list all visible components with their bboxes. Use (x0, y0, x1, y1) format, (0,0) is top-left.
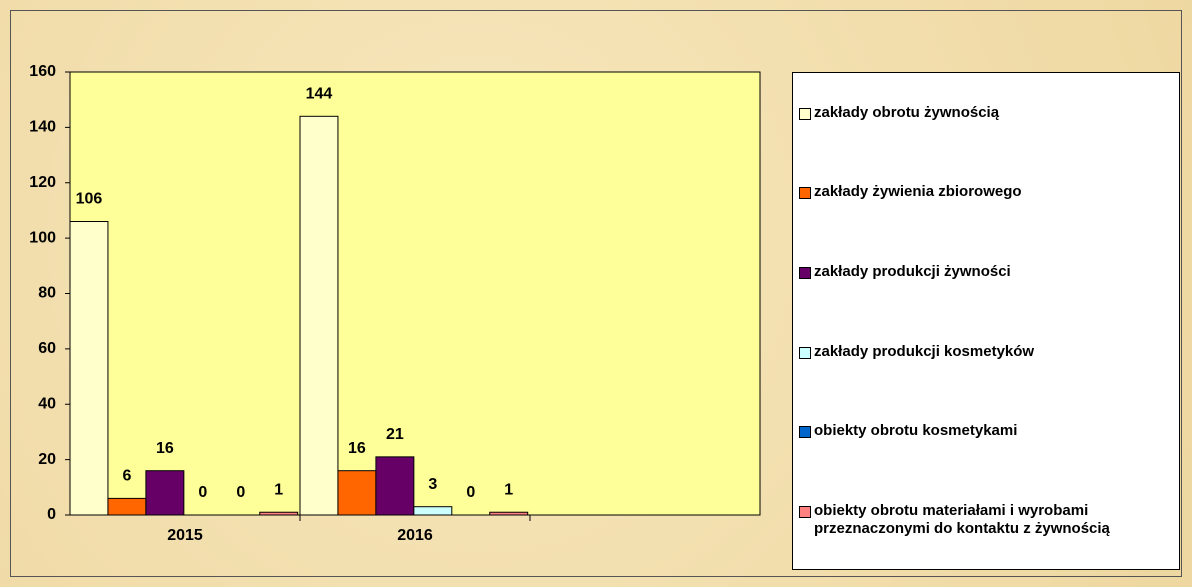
bar (299, 115, 339, 516)
data-label: 21 (386, 426, 404, 443)
bar (375, 456, 415, 516)
data-label: 3 (428, 476, 437, 493)
bar (145, 470, 185, 516)
legend-label: obiekty obrotu materiałami i wyrobami pr… (814, 502, 1110, 538)
legend-label: zakłady produkcji kosmetyków (814, 342, 1035, 360)
y-tick-label: 0 (47, 506, 56, 523)
y-tick-label: 20 (38, 451, 56, 468)
y-tick-label: 40 (38, 395, 56, 412)
x-tick-label: 2015 (167, 527, 203, 544)
y-tick-label: 140 (29, 119, 56, 136)
y-tick-label: 80 (38, 285, 56, 302)
data-label: 106 (76, 191, 103, 208)
legend-item: zakłady obrotu żywnością (799, 104, 1173, 122)
bar (489, 511, 529, 516)
legend-item: obiekty obrotu materiałami i wyrobami pr… (799, 502, 1173, 538)
bar (259, 511, 299, 516)
data-label: 0 (466, 484, 475, 501)
legend-label: zakłady obrotu żywnością (814, 103, 1000, 121)
legend-swatch (799, 187, 811, 200)
data-label: 6 (122, 468, 131, 485)
legend-label: obiekty obrotu kosmetykami (814, 422, 1018, 440)
legend-swatch (799, 506, 811, 519)
data-label: 0 (198, 484, 207, 501)
legend-item: zakłady produkcji żywności (799, 263, 1173, 281)
x-tick-label: 2016 (397, 527, 433, 544)
legend-swatch (799, 267, 811, 280)
legend-item: obiekty obrotu kosmetykami (799, 422, 1173, 440)
legend-swatch (799, 346, 811, 359)
legend-item: zakłady żywienia zbiorowego (799, 183, 1173, 201)
legend-swatch (799, 426, 811, 439)
y-tick-label: 60 (38, 340, 56, 357)
legend-swatch (799, 107, 811, 120)
legend: zakłady obrotu żywnością zakłady żywienia… (792, 72, 1180, 570)
bar (337, 470, 377, 516)
legend-label: zakłady żywienia zbiorowego (814, 183, 1022, 201)
bar (413, 506, 453, 516)
y-tick-label: 120 (29, 174, 56, 191)
frame (10, 10, 1182, 577)
bar (69, 221, 109, 516)
bar (107, 497, 147, 516)
plot-area (69, 71, 761, 516)
data-label: 0 (236, 484, 245, 501)
legend-label: zakłady produkcji żywności (814, 263, 1011, 281)
data-label: 16 (348, 440, 366, 457)
y-tick-label: 100 (29, 229, 56, 246)
data-label: 144 (306, 86, 333, 103)
y-tick-label: 160 (29, 63, 56, 80)
legend-item: zakłady produkcji kosmetyków (799, 343, 1173, 361)
data-label: 1 (504, 481, 513, 498)
data-label: 16 (156, 440, 174, 457)
data-label: 1 (274, 481, 283, 498)
